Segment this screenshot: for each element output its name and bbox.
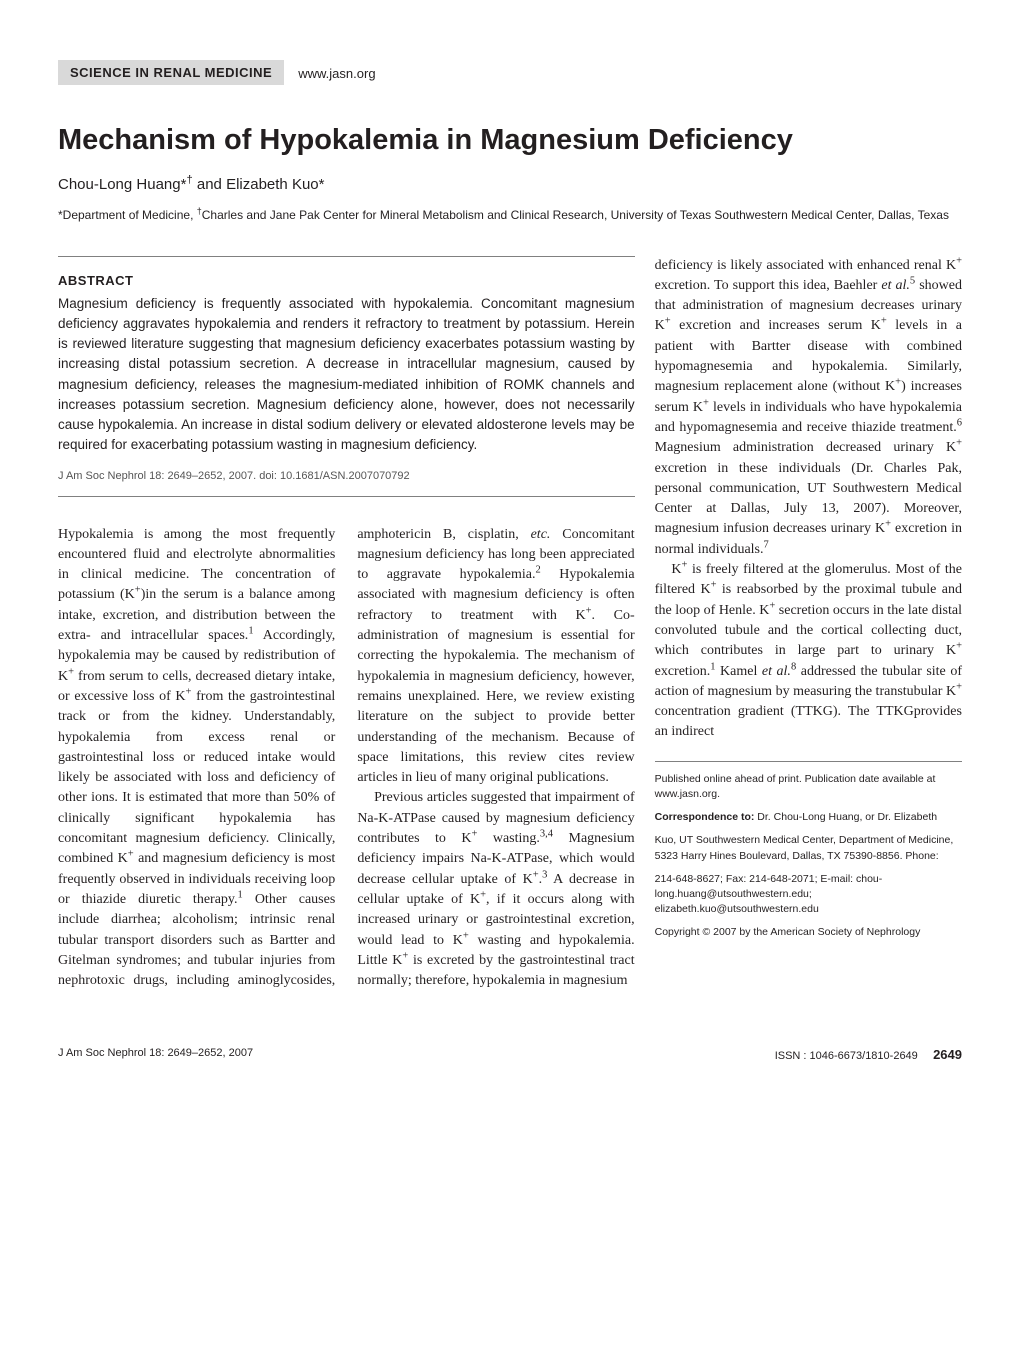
article-title: Mechanism of Hypokalemia in Magnesium De… [58,123,962,158]
body-paragraph: Previous articles suggested that impairm… [357,788,634,991]
correspondence-line: Kuo, UT Southwestern Medical Center, Dep… [655,833,962,863]
copyright-notice: Copyright © 2007 by the American Society… [655,925,962,940]
page-number: 2649 [933,1047,962,1062]
body-paragraph: K+ is freely filtered at the glomerulus.… [655,560,962,743]
abstract-heading: ABSTRACT [58,273,635,288]
correspondence-label: Correspondence to: [655,811,755,823]
abstract-citation: J Am Soc Nephrol 18: 2649–2652, 2007. do… [58,470,635,482]
section-label: SCIENCE IN RENAL MEDICINE [58,60,284,85]
correspondence-text: Dr. Chou-Long Huang, or Dr. Elizabeth [754,811,937,823]
affiliations: *Department of Medicine, †Charles and Ja… [58,207,962,224]
page-footer: J Am Soc Nephrol 18: 2649–2652, 2007 ISS… [58,1039,962,1062]
abstract-block: ABSTRACT Magnesium deficiency is frequen… [58,256,635,497]
footer-left: J Am Soc Nephrol 18: 2649–2652, 2007 [58,1047,253,1062]
right-column: deficiency is likely associated with enh… [655,256,962,949]
abstract-text: Magnesium deficiency is frequently assoc… [58,294,635,456]
footer-right: ISSN : 1046-6673/1810-2649 2649 [775,1047,962,1062]
pub-online-note: Published online ahead of print. Publica… [655,772,962,802]
body-columns-left: Hypokalemia is among the most frequently… [58,525,635,992]
metadata-block: Published online ahead of print. Publica… [655,761,962,941]
correspondence-line: 214-648-8627; Fax: 214-648-2071; E-mail:… [655,872,962,918]
body-paragraph: deficiency is likely associated with enh… [655,256,962,560]
left-two-thirds: ABSTRACT Magnesium deficiency is frequen… [58,256,655,992]
header-bar: SCIENCE IN RENAL MEDICINE www.jasn.org [58,60,962,85]
authors: Chou-Long Huang*† and Elizabeth Kuo* [58,176,962,193]
body-column-right: deficiency is likely associated with enh… [655,256,962,743]
top-block: ABSTRACT Magnesium deficiency is frequen… [58,256,962,992]
footer-issn: ISSN : 1046-6673/1810-2649 [775,1050,918,1062]
journal-url: www.jasn.org [298,66,375,81]
correspondence: Correspondence to: Dr. Chou-Long Huang, … [655,810,962,825]
